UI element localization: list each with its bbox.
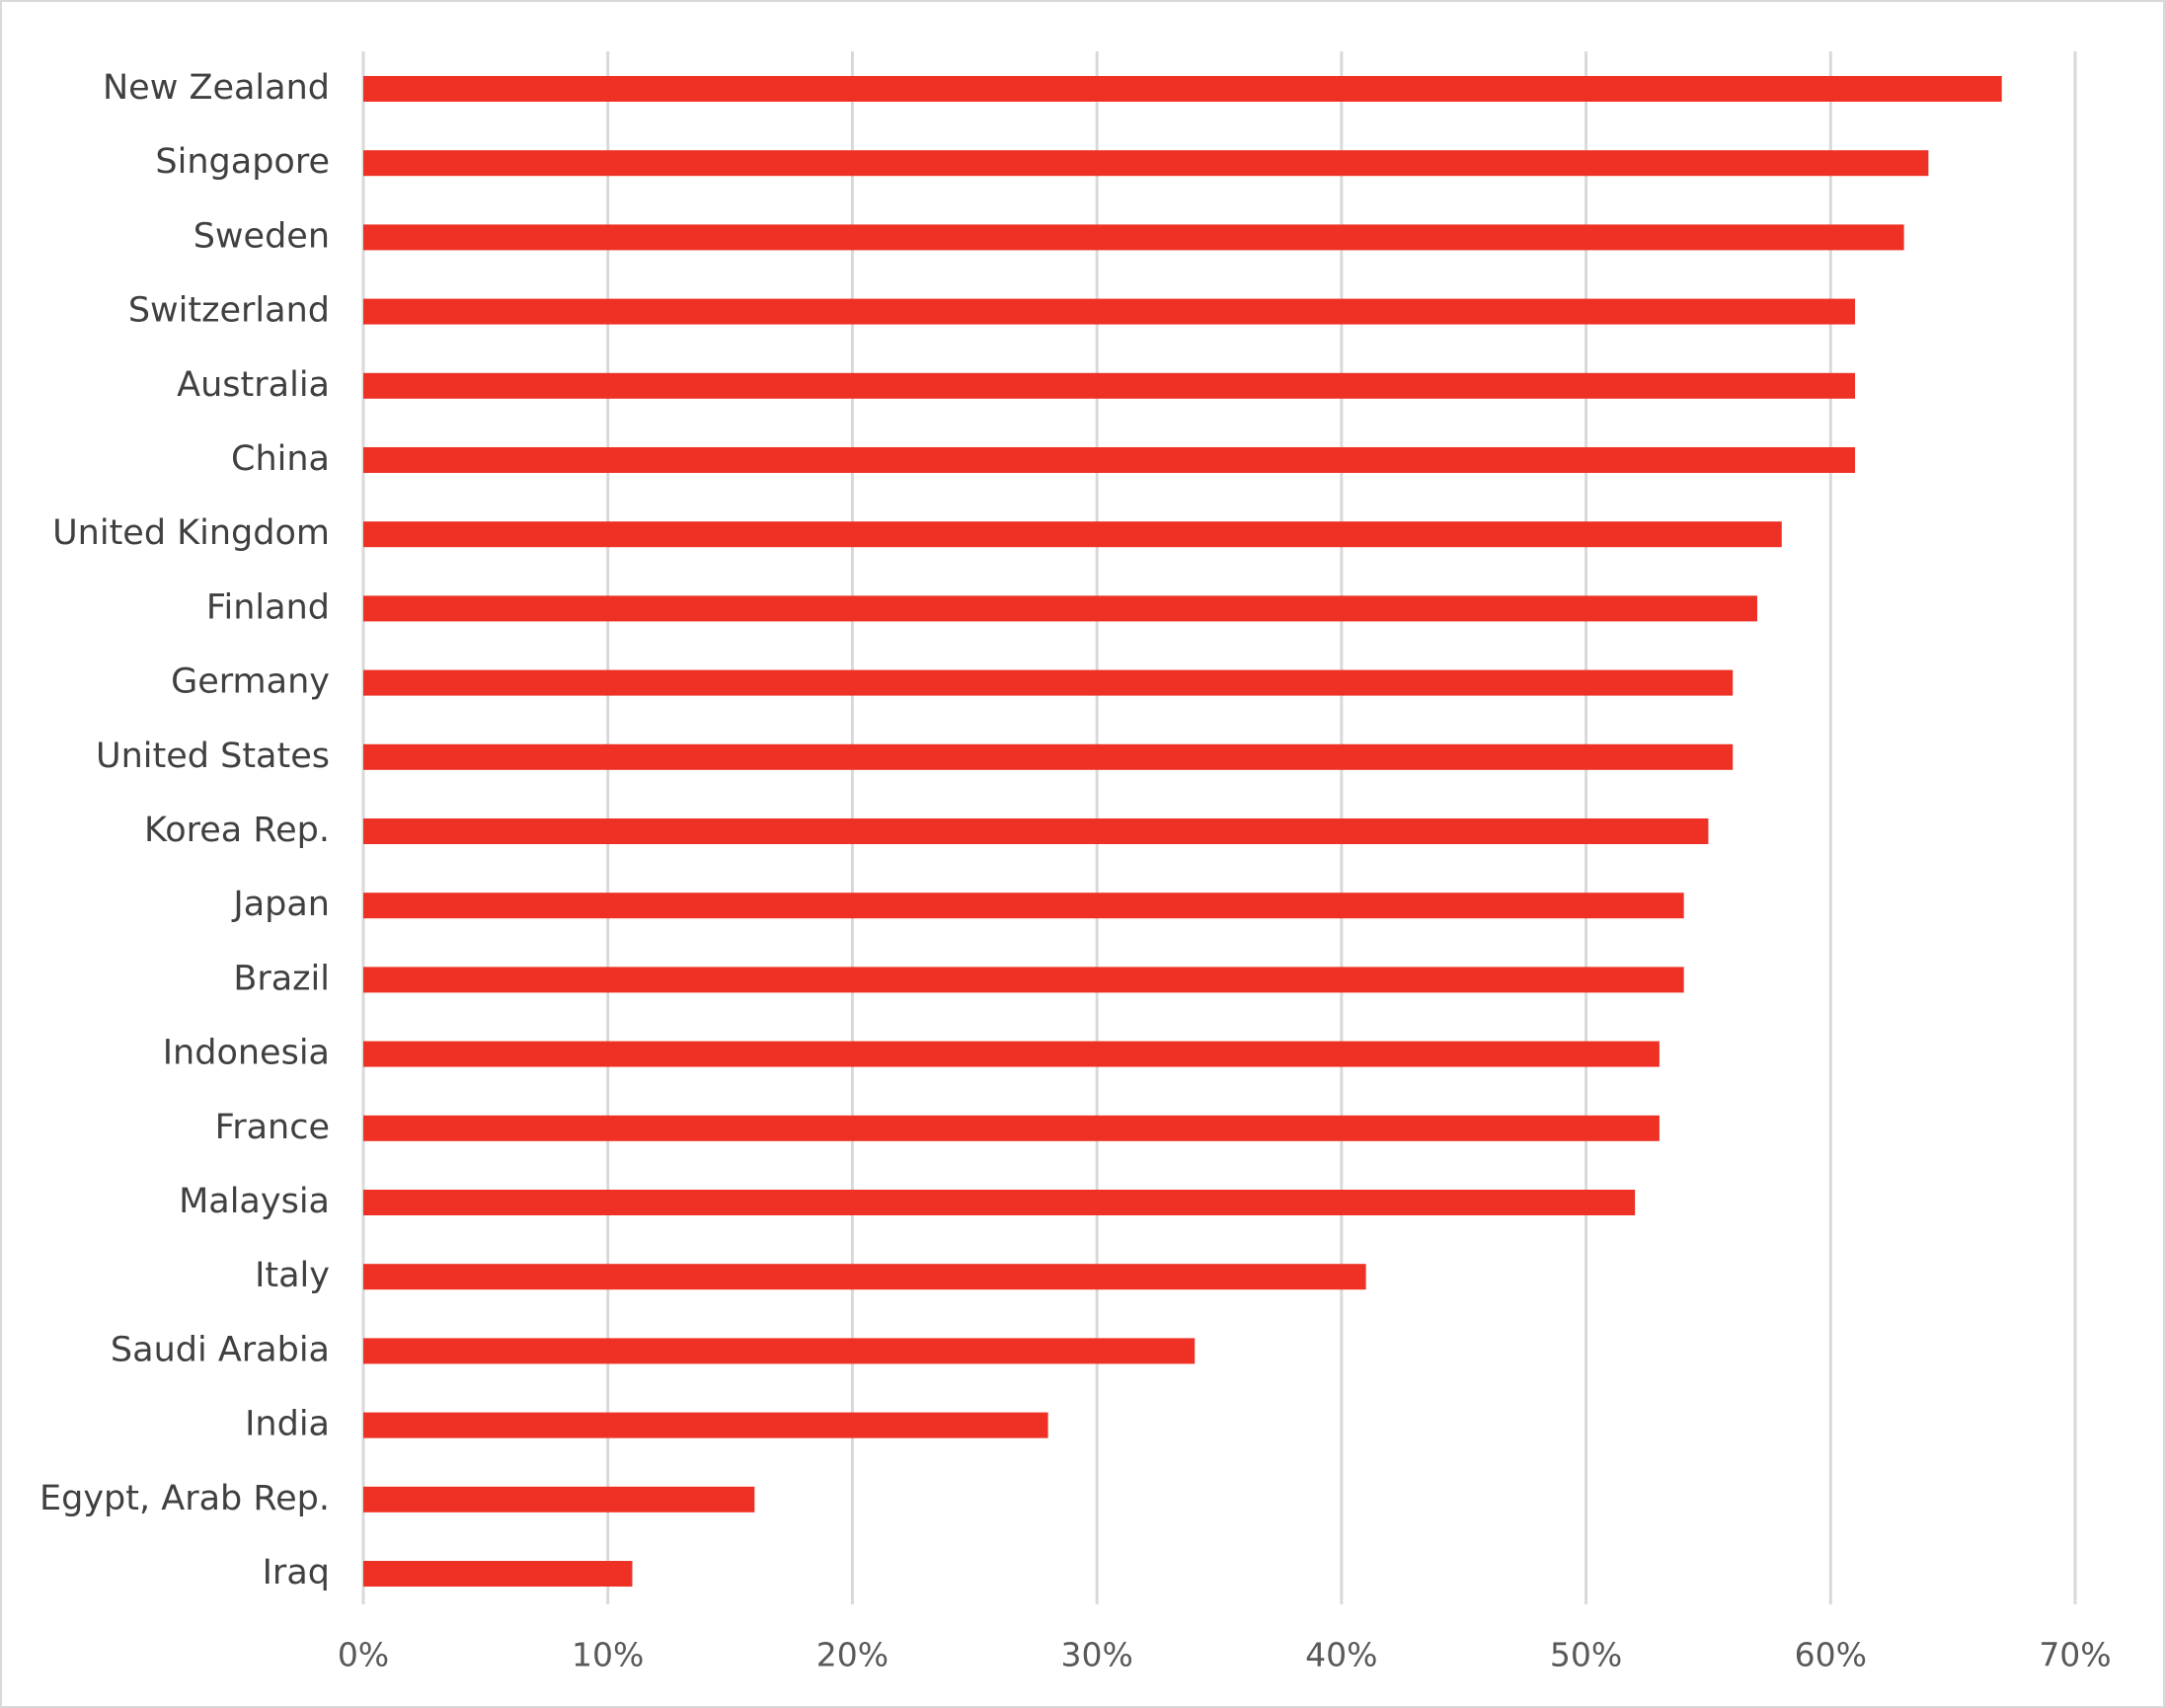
category-label: Sweden <box>193 216 330 256</box>
bar-egypt-arab-rep <box>363 1486 755 1513</box>
category-label: Singapore <box>155 142 330 182</box>
bar-japan <box>363 893 1684 919</box>
category-label: China <box>231 439 330 479</box>
bar-china <box>363 447 1856 473</box>
category-label: Indonesia <box>163 1034 330 1073</box>
bar-iraq <box>363 1561 633 1587</box>
bar-australia <box>363 372 1856 399</box>
category-label: Japan <box>231 885 330 924</box>
bar-united-states <box>363 743 1734 770</box>
category-label: United States <box>96 737 330 776</box>
category-labels: New Zealand Singapore Sweden Switzerland Aus… <box>39 68 330 1592</box>
bar-italy <box>363 1264 1366 1290</box>
bar-brazil <box>363 967 1684 993</box>
bar-saudi-arabia <box>363 1338 1196 1364</box>
bar-united-kingdom <box>363 521 1782 548</box>
category-label: Iraq <box>263 1553 330 1592</box>
x-tick-label: 20% <box>816 1636 889 1674</box>
bar-korea-rep <box>363 818 1709 844</box>
category-label: Korea Rep. <box>144 811 330 850</box>
category-label: New Zealand <box>103 68 330 108</box>
category-label: Australia <box>177 365 330 405</box>
bar-germany <box>363 669 1734 696</box>
bar-switzerland <box>363 298 1856 325</box>
x-tick-label: 0% <box>338 1636 389 1674</box>
category-label: Egypt, Arab Rep. <box>39 1479 330 1518</box>
x-axis-tick-labels: 0% 10% 20% 30% 40% 50% 60% 70% <box>338 1636 2112 1674</box>
category-label: Brazil <box>233 959 330 998</box>
category-label: Finland <box>206 587 330 627</box>
x-tick-label: 60% <box>1795 1636 1867 1674</box>
bar-india <box>363 1412 1048 1438</box>
category-label: Italy <box>255 1256 330 1295</box>
category-label: Malaysia <box>179 1182 330 1221</box>
category-label: Switzerland <box>128 291 330 331</box>
x-tick-label: 70% <box>2039 1636 2111 1674</box>
category-label: France <box>215 1108 330 1147</box>
bar-indonesia <box>363 1041 1660 1067</box>
bar-singapore <box>363 150 1929 177</box>
x-tick-label: 10% <box>572 1636 644 1674</box>
x-tick-label: 50% <box>1550 1636 1622 1674</box>
bars <box>363 76 2002 1587</box>
category-label: United Kingdom <box>52 513 330 553</box>
category-label: India <box>245 1405 330 1444</box>
bar-france <box>363 1115 1660 1141</box>
x-tick-label: 30% <box>1060 1636 1132 1674</box>
bar-finland <box>363 595 1757 622</box>
bar-new-zealand <box>363 76 2002 102</box>
bar-malaysia <box>363 1190 1636 1215</box>
category-label: Germany <box>171 662 330 702</box>
bar-sweden <box>363 224 1904 251</box>
x-tick-label: 40% <box>1305 1636 1377 1674</box>
category-label: Saudi Arabia <box>111 1330 330 1369</box>
